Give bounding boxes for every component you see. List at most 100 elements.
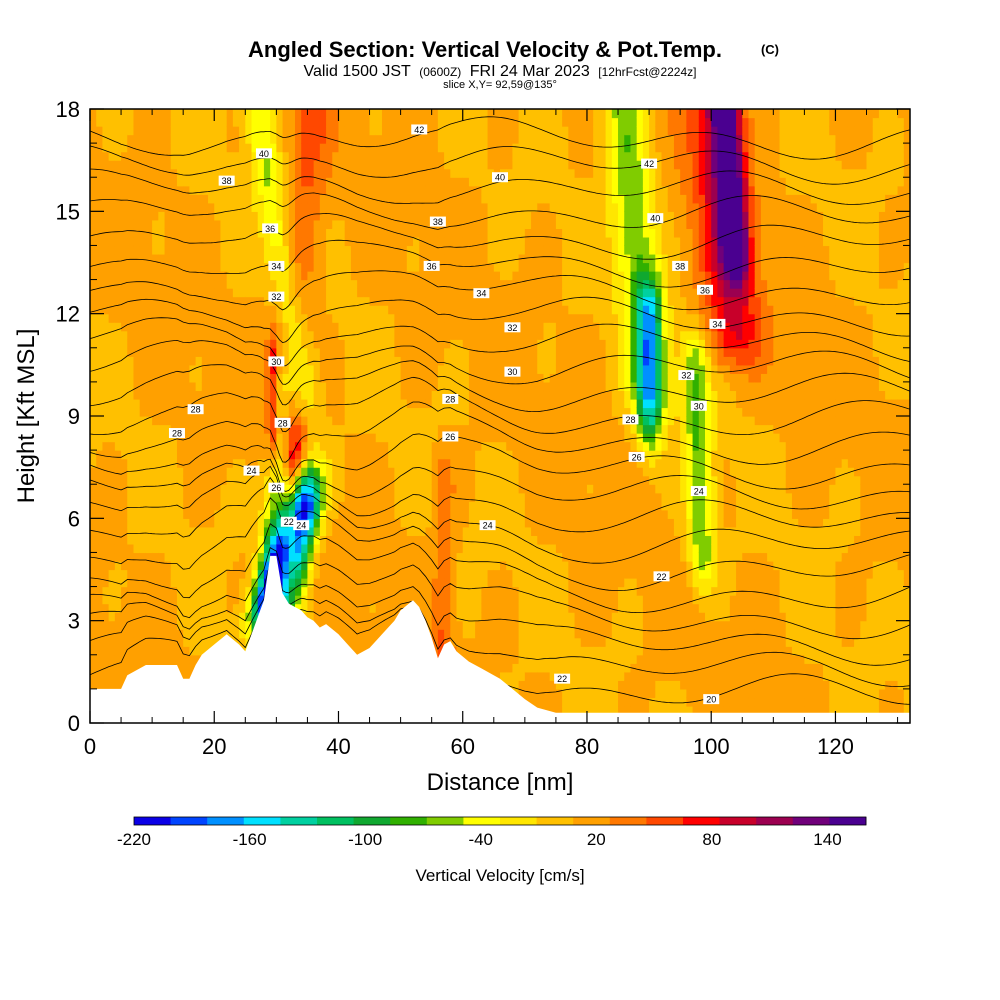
velocity-cell — [176, 151, 184, 161]
velocity-cell — [375, 143, 383, 153]
velocity-cell — [506, 407, 514, 417]
velocity-cell — [512, 578, 520, 588]
velocity-cell — [375, 202, 383, 212]
velocity-cell — [338, 322, 346, 332]
velocity-cell — [313, 458, 321, 468]
velocity-cell — [195, 612, 203, 622]
velocity-cell — [127, 313, 135, 323]
velocity-cell — [400, 288, 408, 298]
velocity-cell — [512, 143, 520, 153]
velocity-cell — [220, 569, 228, 579]
velocity-cell — [437, 535, 445, 545]
velocity-cell — [96, 578, 104, 588]
velocity-cell — [208, 288, 215, 298]
velocity-cell — [518, 654, 526, 664]
velocity-cell — [518, 620, 526, 630]
velocity-cell — [108, 109, 116, 119]
velocity-cell — [425, 168, 433, 178]
velocity-cell — [251, 228, 259, 238]
velocity-cell — [444, 330, 451, 340]
velocity-cell — [270, 450, 277, 460]
velocity-cell — [245, 288, 253, 298]
velocity-cell — [319, 211, 327, 221]
velocity-cell — [121, 560, 128, 571]
velocity-cell — [388, 168, 395, 178]
velocity-cell — [500, 637, 507, 647]
velocity-cell — [462, 143, 470, 153]
velocity-cell — [419, 330, 427, 340]
velocity-cell — [419, 134, 427, 144]
velocity-cell — [462, 288, 470, 298]
velocity-cell — [363, 202, 371, 212]
velocity-cell — [114, 330, 122, 340]
velocity-cell — [164, 416, 172, 426]
velocity-cell — [512, 160, 520, 170]
velocity-cell — [263, 211, 271, 221]
velocity-cell — [158, 560, 166, 571]
velocity-cell — [226, 586, 234, 596]
velocity-cell — [257, 586, 265, 596]
velocity-cell — [500, 381, 507, 392]
velocity-cell — [96, 441, 104, 451]
velocity-cell — [506, 262, 514, 272]
velocity-cell — [344, 109, 352, 119]
velocity-cell — [468, 330, 476, 340]
velocity-cell — [102, 288, 110, 298]
velocity-cell — [381, 364, 389, 374]
velocity-cell — [176, 356, 184, 366]
velocity-cell — [326, 458, 333, 468]
velocity-cell — [139, 484, 147, 494]
velocity-cell — [201, 236, 209, 247]
velocity-cell — [239, 219, 246, 229]
velocity-cell — [388, 330, 395, 340]
velocity-cell — [338, 143, 346, 153]
velocity-cell — [394, 143, 402, 153]
velocity-cell — [388, 356, 395, 366]
velocity-cell — [133, 484, 141, 494]
velocity-cell — [176, 603, 184, 613]
velocity-cell — [369, 424, 377, 434]
velocity-cell — [350, 458, 358, 468]
velocity-cell — [350, 543, 358, 554]
velocity-cell — [363, 620, 371, 630]
velocity-cell — [270, 117, 277, 127]
velocity-cell — [344, 262, 352, 272]
velocity-cell — [357, 151, 364, 161]
velocity-cell — [350, 160, 358, 170]
velocity-cell — [158, 143, 166, 153]
velocity-cell — [214, 552, 222, 562]
velocity-cell — [493, 620, 501, 630]
velocity-cell — [419, 160, 427, 170]
velocity-cell — [319, 117, 327, 127]
velocity-cell — [226, 211, 234, 221]
velocity-cell — [195, 245, 203, 255]
velocity-cell — [344, 356, 352, 366]
velocity-cell — [487, 151, 495, 161]
velocity-cell — [176, 245, 184, 255]
velocity-cell — [369, 441, 377, 451]
velocity-cell — [295, 407, 302, 417]
velocity-cell — [152, 117, 159, 127]
velocity-cell — [425, 620, 433, 630]
velocity-cell — [350, 271, 358, 281]
velocity-cell — [456, 552, 464, 562]
velocity-cell — [319, 381, 327, 392]
velocity-cell — [232, 492, 240, 502]
velocity-cell — [518, 680, 526, 690]
velocity-cell — [96, 279, 104, 289]
velocity-cell — [319, 612, 327, 622]
velocity-cell — [220, 134, 228, 144]
velocity-cell — [338, 194, 346, 204]
velocity-cell — [195, 458, 203, 468]
velocity-cell — [462, 629, 470, 639]
velocity-cell — [90, 262, 97, 272]
velocity-cell — [431, 177, 439, 187]
velocity-cell — [239, 160, 246, 170]
velocity-cell — [145, 134, 153, 144]
velocity-cell — [307, 330, 315, 340]
velocity-cell — [344, 236, 352, 247]
velocity-cell — [450, 441, 458, 451]
velocity-cell — [375, 313, 383, 323]
velocity-cell — [189, 168, 197, 178]
velocity-cell — [475, 620, 482, 630]
